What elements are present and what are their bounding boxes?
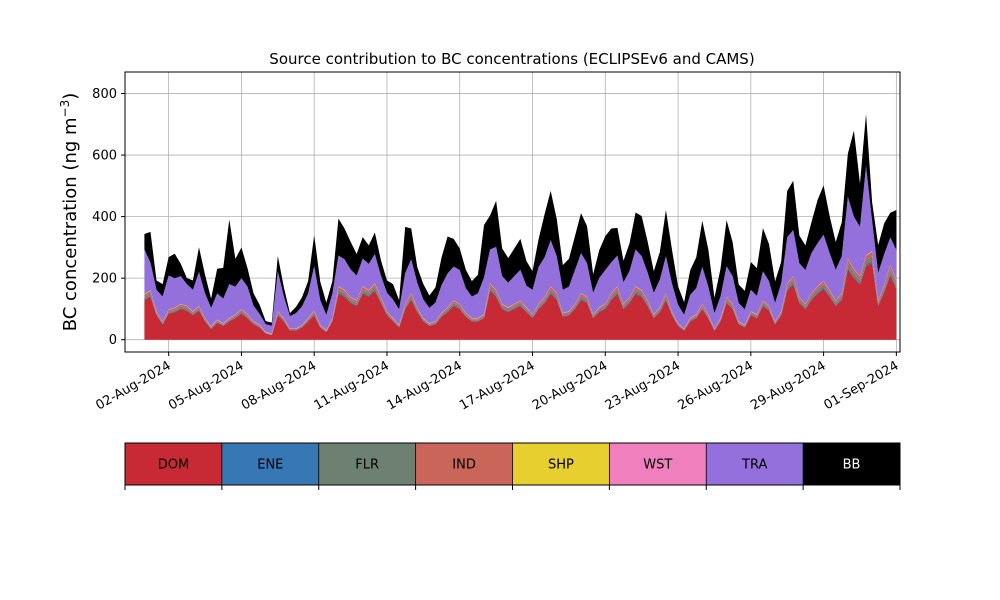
source-colorbar-legend: DOM ENE FLR IND SHP WST TRA BB bbox=[124, 442, 901, 490]
legend-frame bbox=[124, 442, 901, 486]
x-tick-label: 11-Aug-2024 bbox=[312, 358, 392, 413]
area-dom bbox=[144, 262, 897, 340]
x-tick-label: 23-Aug-2024 bbox=[603, 358, 683, 413]
y-tick-label: 600 bbox=[92, 149, 117, 164]
legend-swatch-flr bbox=[318, 443, 416, 485]
legend-label-ind: IND bbox=[452, 458, 476, 473]
x-tick-label: 05-Aug-2024 bbox=[166, 358, 246, 413]
legend-label-dom: DOM bbox=[158, 458, 189, 473]
legend-label-bb: BB bbox=[843, 458, 861, 473]
x-tick-label: 17-Aug-2024 bbox=[457, 358, 537, 413]
legend-label-shp: SHP bbox=[548, 458, 574, 473]
x-tick-label: 20-Aug-2024 bbox=[530, 358, 610, 413]
x-tick-label: 29-Aug-2024 bbox=[748, 358, 828, 413]
legend-swatch-shp bbox=[512, 443, 610, 485]
plot-frame bbox=[124, 71, 901, 353]
x-tick-label: 02-Aug-2024 bbox=[93, 358, 173, 413]
area-bb bbox=[144, 113, 897, 326]
y-axis-label-main: BC concentration (ng m bbox=[60, 117, 81, 331]
x-tick-label: 26-Aug-2024 bbox=[675, 358, 755, 413]
x-axis-ticks: 02-Aug-202405-Aug-202408-Aug-202411-Aug-… bbox=[93, 352, 901, 414]
legend-label-tra: TRA bbox=[741, 458, 767, 473]
legend-swatch-dom bbox=[125, 443, 222, 485]
stacked-areas bbox=[144, 113, 897, 340]
legend-swatch-ind bbox=[415, 443, 513, 485]
chart-title: Source contribution to BC concentrations… bbox=[269, 50, 754, 68]
y-axis-label-close: ) bbox=[60, 93, 81, 100]
y-tick-label: 200 bbox=[92, 272, 117, 287]
y-axis-ticks: 0 200 400 600 800 bbox=[92, 87, 125, 348]
area-tra bbox=[144, 166, 897, 334]
legend-swatch-bb bbox=[803, 443, 900, 485]
y-axis-label: BC concentration (ng m−3) bbox=[58, 93, 81, 332]
legend-swatch-wst bbox=[609, 443, 707, 485]
x-tick-label: 01-Sep-2024 bbox=[822, 358, 902, 413]
x-tick-label: 08-Aug-2024 bbox=[239, 358, 319, 413]
y-tick-label: 0 bbox=[109, 333, 117, 348]
y-tick-label: 800 bbox=[92, 87, 117, 102]
legend-label-ene: ENE bbox=[257, 458, 283, 473]
legend-swatch-ene bbox=[221, 443, 319, 485]
legend-label-wst: WST bbox=[643, 458, 672, 473]
y-tick-label: 400 bbox=[92, 210, 117, 225]
legend-label-flr: FLR bbox=[355, 458, 379, 473]
legend-swatch-tra bbox=[706, 443, 804, 485]
x-tick-label: 14-Aug-2024 bbox=[384, 358, 464, 413]
y-axis-label-sup: −3 bbox=[58, 100, 72, 118]
